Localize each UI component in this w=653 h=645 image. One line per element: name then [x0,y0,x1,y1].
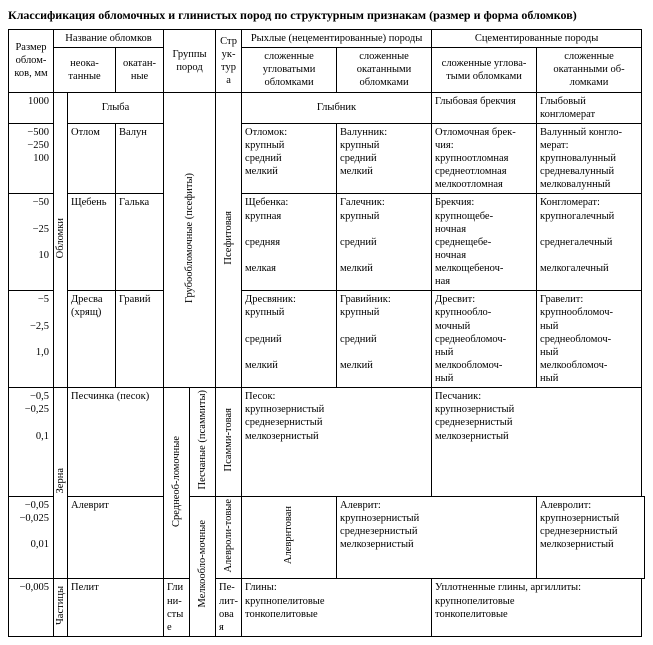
th-rnd: сложенные окатанными обломками [337,48,432,92]
th-rnd2: сложенные окатанными об-ломками [537,48,642,92]
uplot: Уплотненные глины, аргиллиты: крупнопели… [432,579,642,637]
scheben: Щебень [68,194,116,291]
size-005: −0,05 −0,025 0,01 [9,496,54,579]
peschanye-label: Песчаные (псаммиты) [190,388,216,497]
th-okat: окатан-ные [116,48,164,92]
th-loose: Рыхлые (нецементированные) породы [242,30,432,48]
dresvyanik: Дресвяник: крупный средний мелкий [242,291,337,388]
zerna-label: Зерна [54,388,68,579]
psamm-label: Псамми-товая [216,388,242,497]
alevrol-label: Алевроли-товые [216,496,242,579]
graviynik: Гравийник: крупный средний мелкий [337,291,432,388]
glyba: Глыба [68,92,164,123]
sredneobl-label: Среднеоб-ломочные [164,388,190,579]
size-1000: 1000 [9,92,54,123]
size-500: −500 −250 100 [9,123,54,194]
alevrit-struct-label: Алеврнтован [242,496,337,579]
alevrolit: Алевролит: крупнозернистый среднезернист… [537,496,645,579]
glybnik: Глыбник [242,92,432,123]
glyb-brek: Глыбовая брекчия [432,92,537,123]
oblomki-label: Обломки [54,92,68,388]
th-ang2: сложенные углова-тыми обломками [432,48,537,92]
alevrit: Алеврит [68,496,164,579]
galechnik: Галечник: крупный средний мелкий [337,194,432,291]
glyb-kong: Глыбовый конгломерат [537,92,642,123]
size-5: −5 −2,5 1,0 [9,291,54,388]
schebenka: Щебенка: крупная средняя мелкая [242,194,337,291]
melkoobl-label: Мелкообло-мочные [190,496,216,636]
page-title: Классификация обломочных и глинистых пор… [8,8,645,23]
pelit-struct-label: Пе-лит-овая [216,579,242,637]
peschanik: Песчаник: крупнозернистый среднезернисты… [432,388,642,497]
pelit: Пелит [68,579,164,637]
th-size: Размер облом-ков, мм [9,30,54,93]
th-name: Название обломков [54,30,164,48]
size-0005: −0,005 [9,579,54,637]
th-ang: сложенные угловатыми обломками [242,48,337,92]
otl-brek: Отломочная брек- чия: крупноотломная сре… [432,123,537,194]
th-neokat: неока-танные [54,48,116,92]
valunnik: Валунник: крупный средний мелкий [337,123,432,194]
th-cemented: Сцементированные породы [432,30,642,48]
dresvit: Дресвит: крупнообло- мочный среднеобломо… [432,291,537,388]
otlom: Отлом [68,123,116,194]
th-struct: Струк-тура [216,30,242,93]
th-group: Группы пород [164,30,216,93]
peschinka: Песчинка (песок) [68,388,164,497]
glin-label: Глини-стые [164,579,190,637]
alevrit-loose: Алеврит: крупнозернистый среднезернистый… [337,496,537,579]
chast-label: Частицы [54,579,68,637]
otlomok: Отломок: крупный средний мелкий [242,123,337,194]
pesok: Песок: крупнозернистый среднезернистый м… [242,388,432,497]
size-05: −0,5 −0,25 0,1 [9,388,54,497]
konglom: Конгломерат: крупногалечный среднегалечн… [537,194,642,291]
gravelit: Гравелит: крупнообломоч- ный среднеоблом… [537,291,642,388]
brekchia: Брекчия: крупнощебе- ночная среднещебе- … [432,194,537,291]
galka: Галька [116,194,164,291]
psef-label: Псефитовая [216,92,242,388]
graviy: Гравий [116,291,164,388]
dresva: Дресва (хрящ) [68,291,116,388]
valun-kong: Валунный конгло- мерат: крупновалунный с… [537,123,642,194]
size-50: −50 −25 10 [9,194,54,291]
grub-label: Грубообломочные (псефиты) [164,92,216,388]
valun: Валун [116,123,164,194]
gliny: Глины: крупнопелитовые тонкопелитовые [242,579,432,637]
classification-table: Размер облом-ков, мм Название обломков Г… [8,29,645,637]
